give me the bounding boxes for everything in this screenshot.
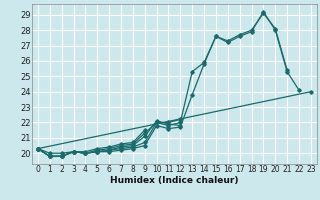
X-axis label: Humidex (Indice chaleur): Humidex (Indice chaleur) (110, 176, 239, 185)
